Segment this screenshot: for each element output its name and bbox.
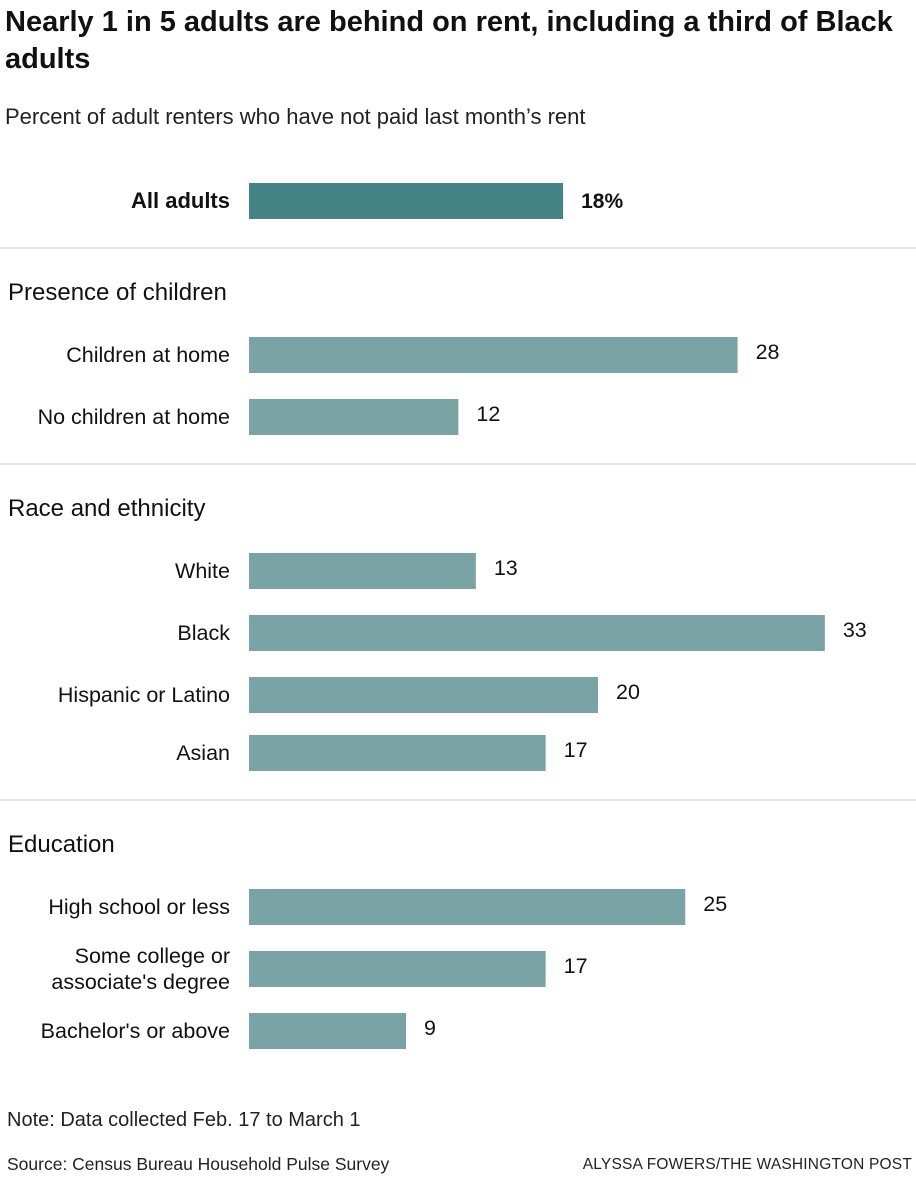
category-label: High school or less	[48, 895, 230, 919]
category-label: All adults	[131, 188, 230, 213]
category-label: Hispanic or Latino	[58, 683, 230, 707]
value-label: 9	[424, 1016, 436, 1040]
bar	[249, 735, 546, 771]
category-label: Some college or	[75, 944, 230, 968]
value-label: 25	[703, 892, 727, 916]
category-label: Bachelor's or above	[41, 1019, 230, 1043]
value-label: 13	[494, 556, 518, 580]
category-label: Asian	[176, 741, 230, 765]
bar	[249, 951, 546, 987]
section-header: Race and ethnicity	[8, 495, 205, 522]
bar	[249, 183, 564, 219]
category-label: No children at home	[38, 405, 230, 429]
chart-subtitle: Percent of adult renters who have not pa…	[5, 104, 586, 129]
bar	[249, 553, 476, 589]
value-label: 28	[756, 340, 780, 364]
bar	[249, 399, 459, 435]
bar	[249, 337, 738, 373]
value-label: 18%	[581, 190, 623, 213]
category-label: Children at home	[66, 343, 230, 367]
value-label: 33	[843, 618, 867, 642]
bar-chart: All adults 18% Presence of children Childre…	[0, 183, 916, 1049]
chart-source: Source: Census Bureau Household Pulse Su…	[7, 1154, 390, 1174]
value-label: 12	[476, 402, 500, 426]
category-label: associate's degree	[51, 970, 230, 994]
chart-credit: ALYSSA FOWERS/THE WASHINGTON POST	[582, 1156, 912, 1173]
chart-note: Note: Data collected Feb. 17 to March 1	[7, 1109, 361, 1131]
value-label: 20	[616, 680, 640, 704]
chart-title: Nearly 1 in 5 adults are behind on rent,…	[5, 6, 893, 75]
bar	[249, 889, 686, 925]
bar	[249, 1013, 407, 1049]
bar	[249, 677, 598, 713]
category-label: White	[175, 559, 230, 583]
value-label: 17	[564, 738, 588, 762]
section-header: Presence of children	[8, 279, 227, 306]
bar	[249, 615, 825, 651]
section-header: Education	[8, 831, 115, 858]
value-label: 17	[564, 954, 588, 978]
category-label: Black	[177, 621, 230, 645]
